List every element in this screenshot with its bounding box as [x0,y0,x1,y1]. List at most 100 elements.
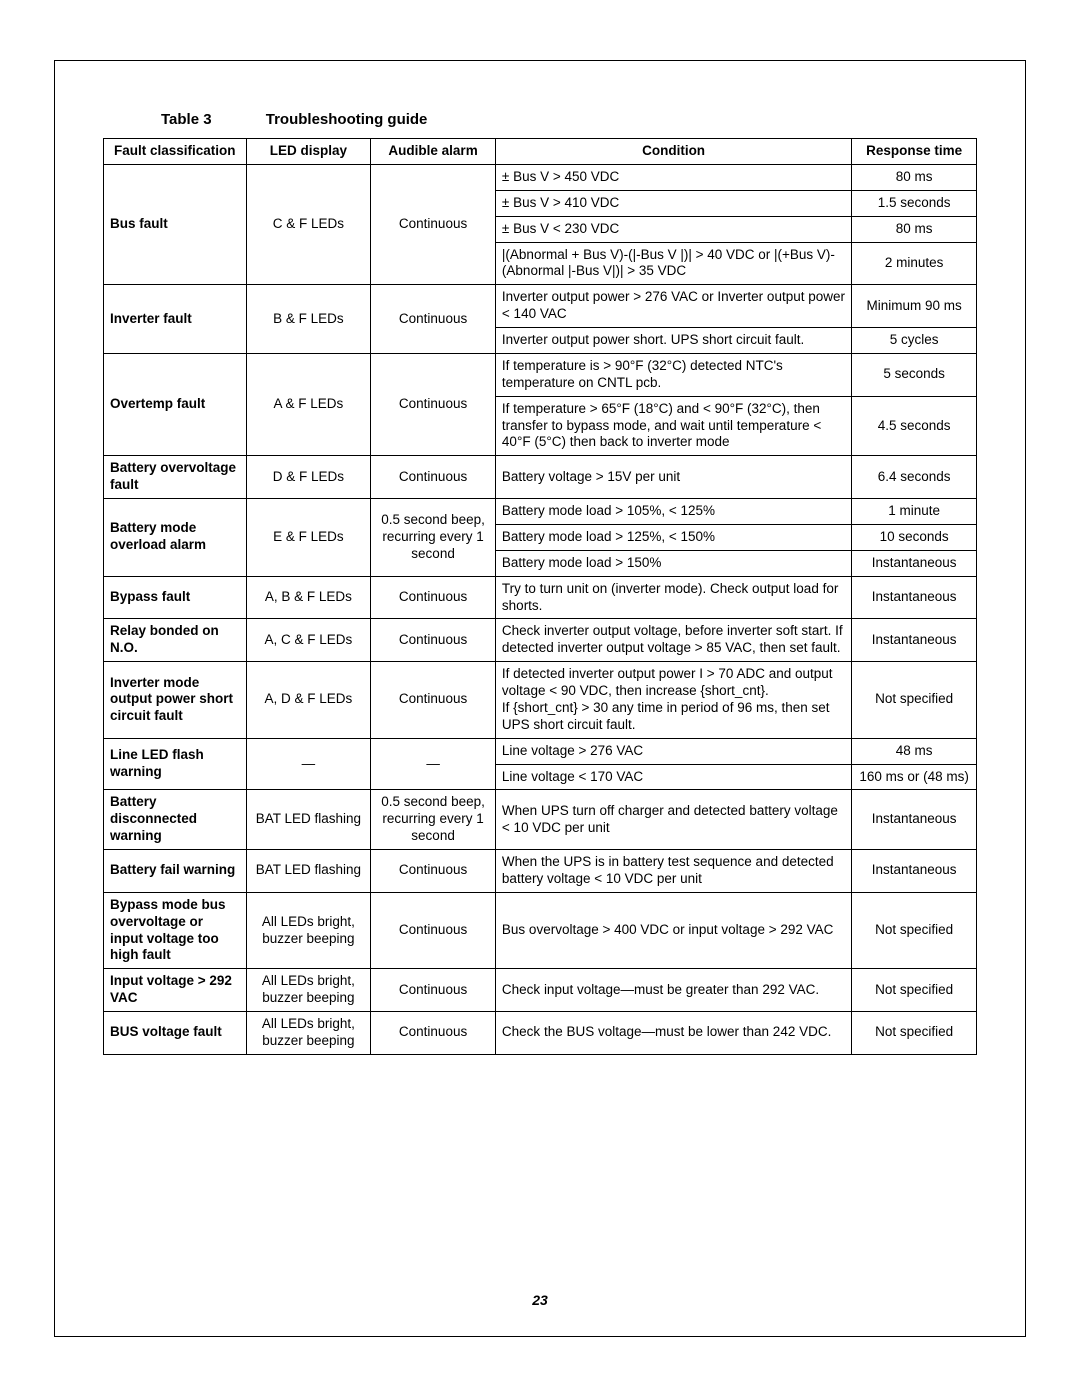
cell-condition: Try to turn unit on (inverter mode). Che… [495,576,851,619]
cell-fault: BUS voltage fault [104,1012,247,1055]
troubleshooting-table: Fault classification LED display Audible… [103,138,977,1055]
cell-led: A, B & F LEDs [246,576,371,619]
cell-condition: If temperature > 65°F (18°C) and < 90°F … [495,396,851,456]
cell-led: All LEDs bright, buzzer beeping [246,892,371,969]
th-alarm: Audible alarm [371,139,496,165]
cell-led: A, D & F LEDs [246,662,371,739]
th-response: Response time [852,139,977,165]
cell-response: 6.4 seconds [852,456,977,499]
cell-alarm: Continuous [371,969,496,1012]
cell-alarm: Continuous [371,892,496,969]
cell-condition: |(Abnormal + Bus V)-(|-Bus V |)| > 40 VD… [495,242,851,285]
cell-condition: Battery mode load > 150% [495,550,851,576]
cell-condition: Battery voltage > 15V per unit [495,456,851,499]
cell-fault: Relay bonded on N.O. [104,619,247,662]
cell-fault: Battery fail warning [104,850,247,893]
cell-led: BAT LED flashing [246,790,371,850]
table-row: Bypass fault A, B & F LEDs Continuous Tr… [104,576,977,619]
cell-response: 160 ms or (48 ms) [852,764,977,790]
cell-alarm: 0.5 second beep, recurring every 1 secon… [371,790,496,850]
cell-alarm: Continuous [371,456,496,499]
cell-condition: Line voltage > 276 VAC [495,738,851,764]
cell-condition: ± Bus V > 450 VDC [495,164,851,190]
table-header-row: Fault classification LED display Audible… [104,139,977,165]
cell-alarm: Continuous [371,576,496,619]
cell-led: D & F LEDs [246,456,371,499]
cell-fault: Bus fault [104,164,247,284]
cell-condition: Check input voltage—must be greater than… [495,969,851,1012]
table-row: Relay bonded on N.O. A, C & F LEDs Conti… [104,619,977,662]
cell-alarm: Continuous [371,1012,496,1055]
cell-response: Not specified [852,1012,977,1055]
table-row: Battery disconnected warning BAT LED fla… [104,790,977,850]
cell-response: 5 seconds [852,353,977,396]
page-frame: Table 3 Troubleshooting guide Fault clas… [54,60,1026,1337]
table-row: Inverter fault B & F LEDs Continuous Inv… [104,285,977,328]
table-row: Bypass mode bus overvoltage or input vol… [104,892,977,969]
cell-condition: When UPS turn off charger and detected b… [495,790,851,850]
cell-fault: Battery overvoltage fault [104,456,247,499]
cell-response: Not specified [852,662,977,739]
cell-condition: Check the BUS voltage—must be lower than… [495,1012,851,1055]
cell-fault: Line LED flash warning [104,738,247,790]
cell-condition: Battery mode load > 125%, < 150% [495,524,851,550]
cell-response: Instantaneous [852,790,977,850]
table-row: Battery fail warning BAT LED flashing Co… [104,850,977,893]
cell-fault: Bypass fault [104,576,247,619]
cell-response: Instantaneous [852,576,977,619]
cell-fault: Input voltage > 292 VAC [104,969,247,1012]
cell-response: Not specified [852,892,977,969]
cell-fault: Battery disconnected warning [104,790,247,850]
cell-alarm: 0.5 second beep, recurring every 1 secon… [371,499,496,577]
table-row: Line LED flash warning — — Line voltage … [104,738,977,764]
cell-response: 80 ms [852,216,977,242]
cell-condition: If temperature is > 90°F (32°C) detected… [495,353,851,396]
cell-fault: Inverter fault [104,285,247,354]
cell-alarm: Continuous [371,353,496,455]
cell-condition: If detected inverter output power I > 70… [495,662,851,739]
cell-fault: Overtemp fault [104,353,247,455]
cell-response: 4.5 seconds [852,396,977,456]
cell-led: A & F LEDs [246,353,371,455]
table-title: Troubleshooting guide [266,111,428,128]
cell-condition: ± Bus V > 410 VDC [495,190,851,216]
cell-condition: Inverter output power short. UPS short c… [495,328,851,354]
cell-response: 48 ms [852,738,977,764]
cell-led: — [246,738,371,790]
th-led: LED display [246,139,371,165]
th-fault: Fault classification [104,139,247,165]
cell-response: Minimum 90 ms [852,285,977,328]
cell-fault: Bypass mode bus overvoltage or input vol… [104,892,247,969]
cell-response: 10 seconds [852,524,977,550]
table-row: BUS voltage fault All LEDs bright, buzze… [104,1012,977,1055]
cell-condition: Battery mode load > 105%, < 125% [495,499,851,525]
th-condition: Condition [495,139,851,165]
cell-led: BAT LED flashing [246,850,371,893]
cell-response: Instantaneous [852,850,977,893]
cell-alarm: Continuous [371,850,496,893]
cell-alarm: — [371,738,496,790]
cell-response: 80 ms [852,164,977,190]
cell-response: 1 minute [852,499,977,525]
cell-response: 2 minutes [852,242,977,285]
table-row: Battery mode overload alarm E & F LEDs 0… [104,499,977,525]
table-row: Input voltage > 292 VAC All LEDs bright,… [104,969,977,1012]
page-number: 23 [55,1292,1025,1308]
table-row: Inverter mode output power short circuit… [104,662,977,739]
cell-response: 5 cycles [852,328,977,354]
page: Table 3 Troubleshooting guide Fault clas… [0,0,1080,1397]
cell-led: E & F LEDs [246,499,371,577]
cell-fault: Battery mode overload alarm [104,499,247,577]
cell-alarm: Continuous [371,619,496,662]
table-row: Battery overvoltage fault D & F LEDs Con… [104,456,977,499]
cell-led: All LEDs bright, buzzer beeping [246,1012,371,1055]
cell-condition: When the UPS is in battery test sequence… [495,850,851,893]
table-label: Table 3 [161,111,212,128]
cell-condition: ± Bus V < 230 VDC [495,216,851,242]
cell-response: Instantaneous [852,550,977,576]
cell-led: All LEDs bright, buzzer beeping [246,969,371,1012]
cell-alarm: Continuous [371,164,496,284]
cell-condition: Line voltage < 170 VAC [495,764,851,790]
cell-condition: Inverter output power > 276 VAC or Inver… [495,285,851,328]
cell-led: A, C & F LEDs [246,619,371,662]
